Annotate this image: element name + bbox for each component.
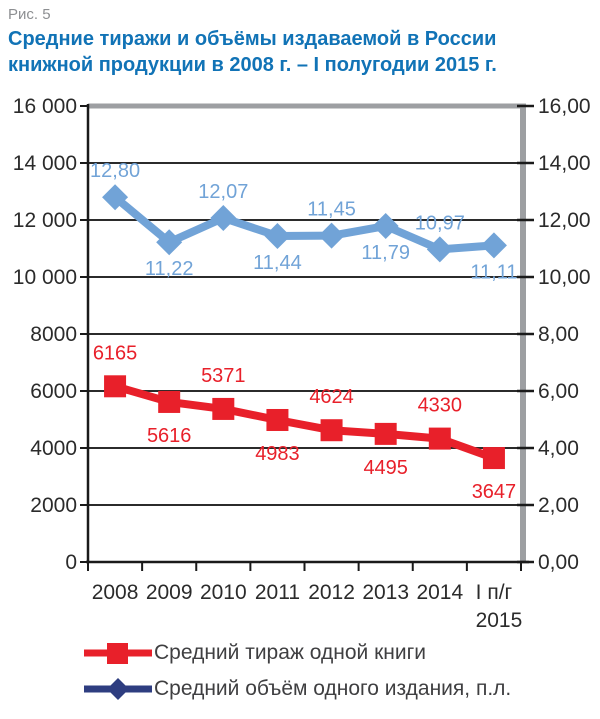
figure-label: Рис. 5 — [8, 6, 51, 23]
svg-text:2009: 2009 — [146, 581, 193, 604]
svg-text:11,45: 11,45 — [307, 199, 356, 221]
svg-text:2012: 2012 — [308, 581, 355, 604]
svg-text:8,00: 8,00 — [538, 323, 579, 346]
chart-title: Средние тиражи и объёмы издаваемой в Рос… — [8, 26, 600, 78]
legend-marker-square-icon — [84, 643, 152, 664]
svg-text:4624: 4624 — [309, 386, 354, 408]
svg-text:4000: 4000 — [30, 437, 77, 460]
svg-text:4330: 4330 — [418, 395, 463, 417]
legend-label-average-volume: Средний объём одного издания, п.л. — [154, 677, 512, 700]
svg-text:2014: 2014 — [416, 581, 463, 604]
svg-text:4,00: 4,00 — [538, 437, 579, 460]
chart-svg: 0 0,00 2000 2,00 4000 4,00 6000 6,00 8000 8,00 10 … — [13, 95, 591, 632]
svg-text:10,00: 10,00 — [538, 266, 591, 289]
svg-text:14,00: 14,00 — [538, 152, 591, 175]
legend-item-average-volume: Средний объём одного издания, п.л. — [84, 676, 600, 702]
svg-text:12,80: 12,80 — [90, 160, 140, 182]
svg-text:16,00: 16,00 — [538, 95, 591, 118]
svg-text:6000: 6000 — [30, 380, 77, 403]
legend-item-average-print-run: Средний тираж одной книги — [84, 640, 600, 666]
svg-text:14 000: 14 000 — [13, 152, 77, 175]
svg-text:2011: 2011 — [255, 581, 300, 604]
svg-text:2010: 2010 — [200, 581, 247, 604]
chart-title-line-1: Средние тиражи и объёмы издаваемой в Рос… — [8, 28, 497, 50]
svg-text:11,79: 11,79 — [361, 242, 410, 264]
svg-text:12 000: 12 000 — [13, 209, 77, 232]
svg-text:4983: 4983 — [255, 443, 300, 465]
svg-text:12,07: 12,07 — [198, 181, 248, 203]
svg-text:11,22: 11,22 — [145, 258, 194, 280]
legend: Средний тираж одной книги Средний объём … — [84, 640, 600, 702]
svg-text:6,00: 6,00 — [538, 380, 579, 403]
svg-text:11,44: 11,44 — [253, 252, 302, 274]
svg-text:10,97: 10,97 — [415, 212, 465, 234]
chart-title-line-2: книжной продукции в 2008 г. – I полугоди… — [8, 54, 497, 76]
svg-text:5616: 5616 — [147, 425, 192, 447]
svg-text:16 000: 16 000 — [13, 95, 77, 118]
svg-text:3647: 3647 — [472, 481, 517, 503]
svg-text:2008: 2008 — [92, 581, 139, 604]
svg-text:2000: 2000 — [30, 494, 77, 517]
svg-text:6165: 6165 — [93, 342, 138, 364]
svg-text:11,11: 11,11 — [470, 261, 517, 283]
legend-marker-diamond-icon — [84, 678, 152, 700]
svg-text:5371: 5371 — [201, 365, 246, 387]
svg-text:0,00: 0,00 — [538, 551, 579, 574]
svg-text:8000: 8000 — [30, 323, 77, 346]
svg-text:10 000: 10 000 — [13, 266, 77, 289]
svg-text:12,00: 12,00 — [538, 209, 591, 232]
svg-text:0: 0 — [65, 551, 77, 574]
legend-label-average-print-run: Средний тираж одной книги — [154, 641, 427, 664]
svg-text:4495: 4495 — [363, 457, 408, 479]
svg-text:2013: 2013 — [362, 581, 409, 604]
svg-text:2,00: 2,00 — [538, 494, 579, 517]
